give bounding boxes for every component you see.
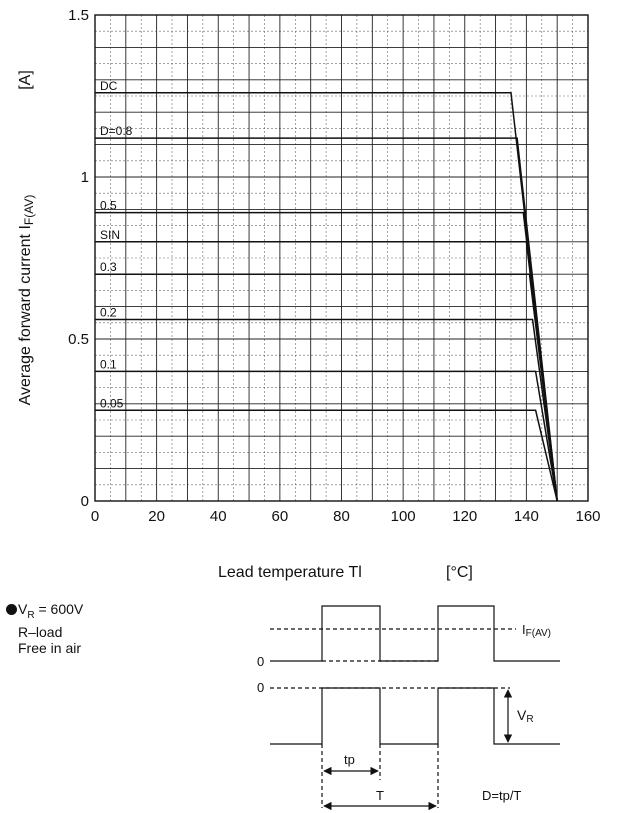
voltage-waveform (270, 687, 560, 745)
series-line (95, 370, 558, 502)
waveform-zero-bottom: 0 (257, 680, 264, 695)
plot-border (94, 14, 589, 502)
duty-formula: D=tp/T (482, 788, 521, 803)
x-tick-label: 140 (514, 508, 539, 525)
series-line (95, 273, 558, 502)
waveform-vr-label-main: V (517, 707, 527, 723)
waveform-vr-label: VR (517, 707, 534, 725)
x-tick-label: 40 (210, 508, 227, 525)
y-tick-label: 1.5 (68, 7, 89, 24)
x-tick-label: 60 (272, 508, 289, 525)
x-tick-label: 120 (452, 508, 477, 525)
waveform-current-label: IF(AV) (522, 622, 551, 639)
waveform-diagram (270, 605, 560, 811)
condition-vr-sub: R (27, 609, 35, 621)
waveform-zero-top: 0 (257, 654, 264, 669)
tick-labels: 0 20 40 60 80 100 120 140 160 0 0.5 1 1.5 (68, 7, 600, 525)
series-label: 0.3 (100, 260, 117, 274)
plot-grid (95, 15, 588, 501)
condition-air: Free in air (18, 639, 82, 656)
x-axis-label: Lead temperature Tl (218, 564, 362, 581)
condition-vr: VR = 600V (6, 601, 83, 624)
y-axis-label-sub: F(AV) (22, 195, 36, 225)
waveform-current-label-main: I (522, 622, 526, 637)
series-label: 0.5 (100, 199, 117, 213)
series-label: 0.1 (100, 357, 117, 371)
series-label: 0.05 (100, 396, 124, 410)
series-label: SIN (100, 228, 120, 242)
y-axis-label: Average forward current IF(AV) (17, 195, 36, 406)
series-lines (95, 92, 558, 502)
series-line (95, 137, 558, 502)
plot-frame (94, 14, 589, 502)
y-tick-label: 0 (81, 493, 89, 510)
y-tick-label: 1 (81, 169, 89, 186)
test-conditions: VR = 600V R–load Free in air (6, 601, 83, 656)
condition-vr-main: V (18, 601, 28, 617)
y-axis-label-main: Average forward current I (17, 225, 34, 405)
y-axis-unit: [A] (17, 70, 34, 90)
series-label: DC (100, 79, 118, 93)
x-tick-label: 20 (148, 508, 165, 525)
series-line (95, 409, 558, 502)
x-tick-label: 160 (575, 508, 600, 525)
series-line (95, 318, 558, 502)
series-labels: DC D=0.8 0.5 SIN 0.3 0.2 0.1 0.05 (100, 79, 133, 411)
y-tick-label: 0.5 (68, 331, 89, 348)
x-tick-label: 0 (91, 508, 99, 525)
x-tick-label: 100 (391, 508, 416, 525)
x-axis-unit: [°C] (446, 564, 473, 581)
current-waveform (270, 605, 560, 662)
bullet-icon (6, 604, 17, 615)
waveform-vr-label-sub: R (526, 714, 533, 725)
condition-load: R–load (18, 623, 63, 640)
waveform-tp-label: tp (344, 752, 355, 767)
waveform-current-label-sub: F(AV) (526, 628, 551, 639)
condition-vr-value: = 600V (34, 601, 84, 617)
series-label: 0.2 (100, 306, 117, 320)
waveform-t-label: T (376, 788, 384, 803)
x-tick-label: 80 (333, 508, 350, 525)
series-label: D=0.8 (100, 124, 133, 138)
